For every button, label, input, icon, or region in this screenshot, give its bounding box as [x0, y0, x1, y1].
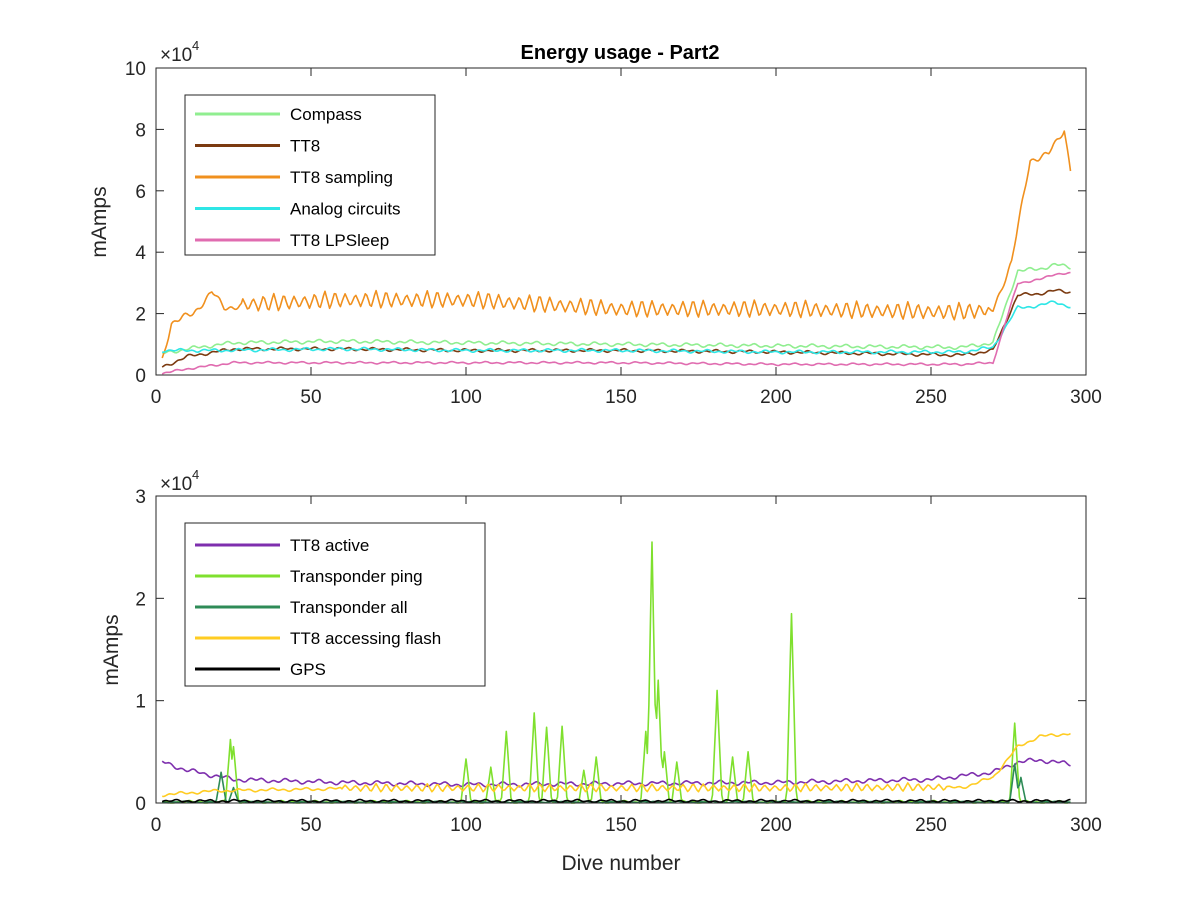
series-line-tt8-active — [161, 757, 1071, 788]
series-line-tt8 — [161, 288, 1071, 368]
legend-entries-top: Compass TT8 TT8 sampling Analog circuits TT8… — [195, 105, 401, 250]
x-axis-title: Dive number — [561, 852, 680, 875]
legend-entries-bottom: TT8 active Transponder ping Transponder al… — [195, 536, 441, 679]
legend-entry: TT8 LPSleep — [195, 231, 389, 250]
legend-entry: Compass — [195, 105, 362, 124]
x-tick-label: 100 — [450, 815, 482, 836]
chart-title: Energy usage - Part2 — [521, 42, 720, 64]
x-tick-label: 0 — [151, 387, 162, 408]
chart-bottom: ×10 4 mAmps Dive number 0 50 100 150 200 250 3… — [100, 467, 1102, 875]
legend-label: TT8 accessing flash — [290, 629, 441, 648]
x-tick-label: 100 — [450, 387, 482, 408]
legend-label: TT8 active — [290, 536, 369, 555]
x-tick-label: 250 — [915, 387, 947, 408]
series-layer-bottom — [161, 541, 1071, 804]
legend-label: TT8 sampling — [290, 168, 393, 187]
legend-entry: TT8 — [195, 137, 320, 156]
y-tick-label: 2 — [135, 589, 146, 610]
y-tick-label: 4 — [135, 243, 146, 264]
y-tick-label: 6 — [135, 182, 146, 203]
series-line-gps — [161, 798, 1071, 804]
x-tick-label: 300 — [1070, 815, 1102, 836]
series-line-tt8-accessing-flash — [162, 732, 1071, 798]
y-tick-label: 1 — [135, 692, 146, 713]
legend-entry: GPS — [195, 660, 326, 679]
x-tick-label: 300 — [1070, 387, 1102, 408]
series-line-tt8-sampling — [161, 130, 1072, 359]
x-tick-label: 0 — [151, 815, 162, 836]
series-line-tt8-lpsleep — [161, 271, 1071, 375]
legend-box — [184, 94, 436, 256]
plot-frame-top — [155, 67, 1087, 376]
legend-label: Transponder ping — [290, 567, 423, 586]
y-axis-title: mAmps — [88, 186, 111, 257]
legend-label: GPS — [290, 660, 326, 679]
x-tick-label: 250 — [915, 815, 947, 836]
x-tick-label: 200 — [760, 815, 792, 836]
y-tick-label: 8 — [135, 120, 146, 141]
ticks-layer-bottom: 0 50 100 150 200 250 300 0 1 2 3 — [135, 487, 1101, 836]
y-exponent-base: ×10 — [160, 45, 192, 66]
legend-label: TT8 — [290, 137, 320, 156]
legend-entry: Analog circuits — [195, 200, 401, 219]
x-tick-label: 200 — [760, 387, 792, 408]
legend-label: Analog circuits — [290, 200, 401, 219]
chart-top: Energy usage - Part2 ×10 4 mAmps 0 50 100 1… — [88, 38, 1102, 408]
legend-label: Compass — [290, 105, 362, 124]
y-tick-label: 0 — [135, 366, 146, 387]
x-tick-label: 150 — [605, 387, 637, 408]
y-exponent-power: 4 — [192, 467, 199, 482]
legend-entry: TT8 active — [195, 536, 369, 555]
legend-entry: Transponder all — [195, 598, 408, 617]
series-line-analog-circuits — [162, 300, 1071, 355]
y-axis-title: mAmps — [100, 614, 123, 685]
legend-entry: TT8 sampling — [195, 168, 393, 187]
y-tick-label: 0 — [135, 794, 146, 815]
y-exponent-base: ×10 — [160, 474, 192, 495]
x-tick-label: 50 — [300, 815, 321, 836]
x-tick-label: 150 — [605, 815, 637, 836]
legend-box — [184, 522, 486, 687]
legend-label: TT8 LPSleep — [290, 231, 389, 250]
y-tick-label: 2 — [135, 305, 146, 326]
legend-entry: Transponder ping — [195, 567, 423, 586]
y-tick-label: 3 — [135, 487, 146, 508]
plot-frame-bottom — [155, 495, 1087, 804]
legend-label: Transponder all — [290, 598, 408, 617]
y-exponent-power: 4 — [192, 38, 199, 53]
ticks-layer-top: 0 50 100 150 200 250 300 0 2 4 6 8 10 — [125, 59, 1102, 408]
y-exponent-top: ×10 4 — [160, 38, 199, 66]
y-tick-label: 10 — [125, 59, 146, 80]
legend-top: Compass TT8 TT8 sampling Analog circuits TT8… — [184, 94, 436, 256]
legend-entry: TT8 accessing flash — [195, 629, 441, 648]
series-layer-top — [161, 130, 1072, 375]
series-line-compass — [162, 262, 1071, 354]
x-tick-label: 50 — [300, 387, 321, 408]
legend-bottom: TT8 active Transponder ping Transponder al… — [184, 522, 486, 687]
y-exponent-bottom: ×10 4 — [160, 467, 199, 495]
